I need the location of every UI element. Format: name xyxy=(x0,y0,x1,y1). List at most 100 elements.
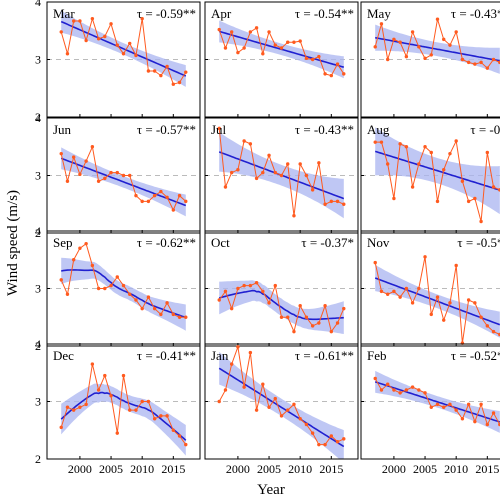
data-point xyxy=(96,37,101,41)
data-point xyxy=(373,376,377,381)
data-point xyxy=(491,329,496,334)
data-point xyxy=(491,185,496,189)
panel-month-label: Feb xyxy=(367,348,387,363)
data-point xyxy=(134,53,138,58)
data-point xyxy=(460,417,465,421)
data-point xyxy=(392,289,396,294)
y-tick-label: 3 xyxy=(35,53,41,67)
data-point xyxy=(242,139,246,143)
data-point xyxy=(379,140,384,144)
data-point xyxy=(473,301,477,305)
data-point xyxy=(103,373,107,378)
x-tick-label: 2015 xyxy=(475,462,499,476)
data-point xyxy=(423,145,427,149)
data-point xyxy=(398,40,402,44)
data-point xyxy=(385,382,390,386)
data-point xyxy=(273,43,277,47)
panel-sep: Sep τ = -0.62** 2 3 4 xyxy=(35,224,201,353)
data-point xyxy=(392,196,396,201)
data-point xyxy=(454,139,458,143)
data-point xyxy=(152,306,157,311)
data-point xyxy=(236,168,240,172)
data-point xyxy=(435,295,440,299)
panel-tau-label: τ = -0.59** xyxy=(137,6,196,21)
data-point xyxy=(134,298,138,302)
panel-tau-label: τ = -0.61** xyxy=(295,348,354,363)
data-point xyxy=(329,73,334,78)
data-point xyxy=(90,263,95,268)
data-point xyxy=(261,52,265,56)
data-point xyxy=(242,385,246,389)
data-point xyxy=(90,145,95,149)
data-point xyxy=(286,162,290,166)
data-point xyxy=(78,172,82,177)
data-point xyxy=(466,199,471,204)
y-tick-label: 3 xyxy=(35,169,41,183)
data-point xyxy=(485,324,490,328)
data-point xyxy=(159,312,163,317)
data-point xyxy=(59,30,63,34)
data-point xyxy=(304,173,309,178)
data-point xyxy=(84,159,88,163)
data-point xyxy=(90,16,95,21)
data-point xyxy=(417,388,421,392)
data-point xyxy=(342,72,346,76)
x-tick-label: 2000 xyxy=(68,462,92,476)
x-axis-label: Year xyxy=(257,482,285,498)
data-point xyxy=(134,193,138,198)
panel-month-label: Jan xyxy=(211,348,229,363)
data-point xyxy=(121,283,126,288)
y-tick-label: 3 xyxy=(35,282,41,296)
data-point xyxy=(460,179,465,183)
data-point xyxy=(448,151,452,156)
data-point xyxy=(171,428,176,432)
panel-tau-label: τ = -0.37* xyxy=(301,235,354,250)
data-point xyxy=(223,289,228,294)
data-point xyxy=(448,301,452,305)
data-point xyxy=(310,431,315,435)
data-point xyxy=(286,40,290,44)
data-point xyxy=(65,405,70,409)
data-point xyxy=(417,286,421,291)
data-point xyxy=(78,19,82,23)
data-point xyxy=(65,52,70,56)
data-point xyxy=(115,43,119,47)
data-point xyxy=(448,43,452,47)
data-point xyxy=(165,64,169,69)
data-point xyxy=(223,185,228,189)
data-point xyxy=(165,195,169,200)
data-point xyxy=(159,414,163,418)
data-point xyxy=(109,170,113,175)
data-point xyxy=(254,26,259,30)
panel-dec: Dec τ = -0.41** 2 3 4 2000 2005 2010 2015 xyxy=(35,337,201,476)
data-point xyxy=(236,345,240,349)
fit-line xyxy=(61,269,187,319)
data-point xyxy=(323,72,327,76)
data-point xyxy=(473,196,477,201)
data-point xyxy=(298,304,302,308)
data-point xyxy=(335,62,340,66)
data-point xyxy=(292,402,296,407)
data-point xyxy=(152,193,157,198)
data-point xyxy=(398,142,402,146)
fit-line xyxy=(374,150,500,191)
panel-month-label: Mar xyxy=(53,6,75,21)
y-tick-label: 4 xyxy=(35,337,41,351)
x-tick-label: 2015 xyxy=(319,462,343,476)
data-point xyxy=(229,306,234,311)
data-point xyxy=(254,176,259,181)
fit-line xyxy=(374,381,500,423)
data-point xyxy=(310,188,315,192)
data-point xyxy=(404,388,409,392)
data-point xyxy=(134,408,138,412)
data-point xyxy=(279,414,284,418)
data-point xyxy=(273,170,277,175)
fit-line xyxy=(60,157,187,207)
data-point xyxy=(342,306,346,311)
data-point xyxy=(485,150,490,155)
panel-month-label: Jun xyxy=(53,122,72,137)
data-point xyxy=(184,70,188,74)
data-point xyxy=(236,286,240,291)
data-point xyxy=(479,60,483,65)
